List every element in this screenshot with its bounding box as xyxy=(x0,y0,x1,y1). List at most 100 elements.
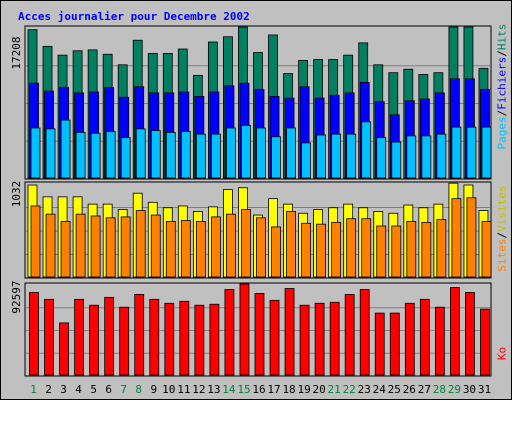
chart-frame: Acces journalier pour Decembre 2002 1720… xyxy=(0,0,512,400)
day-label: 10 xyxy=(162,383,175,396)
legend-separator: / xyxy=(495,231,509,239)
axis-max-label: 17208 xyxy=(10,36,23,69)
bar-ko xyxy=(89,304,100,376)
bar-pages xyxy=(150,130,161,179)
bar-sites xyxy=(195,221,206,278)
bar-sites xyxy=(150,214,161,278)
bar-pages xyxy=(481,126,492,179)
bar-pages xyxy=(60,119,71,179)
day-label: 28 xyxy=(433,383,446,396)
bar-sites xyxy=(286,211,296,278)
day-label: 5 xyxy=(90,383,97,396)
bar-ko xyxy=(419,298,430,376)
legend-separator: / xyxy=(495,50,509,57)
bar-ko xyxy=(74,298,84,376)
bar-pages xyxy=(105,131,116,179)
day-label: 24 xyxy=(373,383,387,396)
day-label: 6 xyxy=(105,383,112,396)
day-label: 14 xyxy=(222,383,236,396)
bar-ko xyxy=(434,306,445,376)
legend-visites: Visites xyxy=(495,185,509,232)
day-label: 17 xyxy=(267,383,280,396)
legend-ko: Ko xyxy=(495,346,509,361)
bar-ko xyxy=(254,293,265,376)
bar-sites xyxy=(90,215,101,278)
day-label: 22 xyxy=(343,383,356,396)
bar-sites xyxy=(165,221,176,278)
bar-sites xyxy=(210,216,221,278)
bar-pages xyxy=(406,135,417,179)
bar-pages xyxy=(331,133,342,179)
bar-sites xyxy=(451,198,462,278)
bar-sites xyxy=(105,217,116,278)
bar-pages xyxy=(90,132,101,179)
bar-ko xyxy=(329,301,340,376)
bar-sites xyxy=(436,219,447,278)
bar-pages xyxy=(361,121,372,179)
day-label: 8 xyxy=(135,383,142,396)
bar-ko xyxy=(465,292,475,376)
bar-ko xyxy=(164,302,175,376)
bar-pages xyxy=(466,126,477,179)
legend-bottom: Ko xyxy=(496,274,509,434)
bar-sites xyxy=(241,209,251,278)
bar-sites xyxy=(30,205,41,278)
bar-pages xyxy=(180,131,191,179)
bar-sites xyxy=(406,221,417,278)
bar-ko xyxy=(374,312,385,376)
bar-pages xyxy=(165,131,176,179)
bar-pages xyxy=(316,134,327,179)
bar-ko xyxy=(194,304,205,376)
bar-ko xyxy=(134,294,145,376)
day-label: 31 xyxy=(478,383,491,396)
bar-sites xyxy=(60,221,71,278)
bar-ko xyxy=(224,289,235,376)
bar-pages xyxy=(226,127,236,179)
bar-pages xyxy=(346,133,357,179)
bar-ko xyxy=(344,294,355,376)
bar-sites xyxy=(226,213,236,278)
bar-pages xyxy=(271,136,281,179)
day-label: 15 xyxy=(237,383,250,396)
bar-pages xyxy=(436,133,447,179)
day-label: 26 xyxy=(403,383,416,396)
bar-pages xyxy=(45,128,56,179)
bar-pages xyxy=(301,142,311,179)
bar-pages xyxy=(451,126,462,179)
axis-max-label: 92597 xyxy=(10,280,23,313)
day-label: 13 xyxy=(207,383,220,396)
day-label: 27 xyxy=(418,383,431,396)
bar-ko xyxy=(404,302,415,376)
bar-sites xyxy=(331,221,342,278)
legend-separator: / xyxy=(495,109,509,117)
bar-ko xyxy=(284,288,295,376)
legend-hits: Hits xyxy=(495,23,509,51)
bar-pages xyxy=(210,133,221,179)
bar-pages xyxy=(120,137,131,179)
bar-ko xyxy=(480,308,490,376)
bar-sites xyxy=(361,218,372,278)
legend-top: Pages/Fichiers/Hits xyxy=(496,7,509,167)
bar-sites xyxy=(45,213,56,278)
bar-sites xyxy=(466,197,477,278)
bar-sites xyxy=(135,210,146,278)
bar-sites xyxy=(75,213,86,278)
bar-sites xyxy=(391,225,402,278)
legend-sites: Sites xyxy=(495,238,509,272)
bar-pages xyxy=(30,127,41,179)
day-label: 23 xyxy=(358,383,371,396)
bar-sites xyxy=(271,226,281,278)
day-label: 18 xyxy=(282,383,295,396)
day-label: 9 xyxy=(150,383,157,396)
bar-pages xyxy=(286,127,296,179)
bar-ko xyxy=(239,283,250,376)
bar-ko xyxy=(359,289,370,376)
bar-ko xyxy=(44,298,54,376)
bar-sites xyxy=(481,221,492,278)
bar-sites xyxy=(346,218,357,278)
day-label: 16 xyxy=(252,383,265,396)
legend-fichiers: Fichiers xyxy=(495,56,509,110)
bar-sites xyxy=(180,220,191,278)
chart-title: Acces journalier pour Decembre 2002 xyxy=(18,10,250,23)
